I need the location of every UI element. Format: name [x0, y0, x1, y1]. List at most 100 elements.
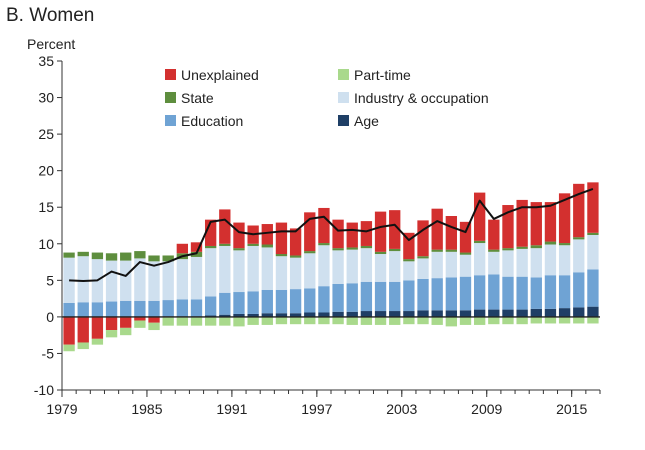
bar-segment-industry-occupation	[530, 248, 542, 278]
bar-segment-part-time	[516, 316, 528, 325]
bar-segment-state	[558, 243, 571, 246]
bar-segment-education	[304, 288, 316, 313]
bar-segment-education	[120, 300, 132, 317]
bar-segment-unexplained	[417, 220, 429, 257]
y-tick-label: 25	[38, 126, 54, 142]
bars	[63, 182, 599, 352]
bar-segment-unexplained	[261, 224, 273, 245]
bar-segment-education	[587, 269, 599, 307]
bar-segment-unexplained	[190, 242, 203, 252]
bar-segment-education	[389, 281, 401, 312]
bar-segment-unexplained	[360, 221, 373, 246]
bar-segment-unexplained	[445, 216, 458, 250]
legend-swatch	[165, 69, 176, 80]
bar-segment-part-time	[502, 316, 514, 325]
bar-segment-unexplained	[473, 192, 486, 241]
bar-segment-industry-occupation	[148, 261, 160, 301]
bar-segment-industry-occupation	[134, 258, 146, 301]
bar-segment-industry-occupation	[573, 239, 585, 273]
axes: -10 -5 0 5 10 15 20 25 30 35 1979 1985 1991 1997 2003 2…	[34, 53, 601, 417]
bar-segment-education	[204, 296, 217, 316]
bar-segment-industry-occupation	[261, 247, 273, 290]
bar-segment-state	[233, 248, 245, 251]
y-axis-unit-label: Percent	[27, 36, 75, 52]
bar-segment-industry-occupation	[374, 254, 387, 282]
x-tick-label: 1985	[131, 401, 162, 417]
bar-segment-unexplained	[176, 243, 189, 254]
legend-swatch	[165, 115, 176, 126]
bar-segment-education	[247, 291, 259, 314]
bar-segment-age	[389, 311, 401, 317]
bar-segment-unexplained	[374, 211, 387, 252]
bar-segment-part-time	[459, 316, 472, 325]
bar-segment-part-time	[332, 316, 344, 325]
bar-segment-unexplained	[587, 182, 599, 233]
legend-swatch	[338, 92, 349, 103]
bar-segment-education	[573, 272, 585, 308]
bar-segment-unexplained	[346, 222, 358, 248]
bar-segment-industry-occupation	[445, 251, 458, 278]
bar-segment-part-time	[544, 316, 557, 324]
bar-segment-state	[148, 255, 160, 262]
bar-segment-education	[261, 289, 273, 314]
bar-segment-part-time	[233, 316, 245, 327]
bar-segment-education	[134, 300, 146, 317]
bar-segment-unexplained	[502, 205, 514, 249]
bar-segment-education	[346, 283, 358, 312]
y-tick-label: 35	[38, 53, 54, 69]
bar-segment-part-time	[374, 316, 387, 325]
x-tick-label: 1997	[301, 401, 332, 417]
bar-segment-unexplained	[219, 209, 231, 244]
x-tick-label: 1979	[46, 401, 77, 417]
bar-segment-unexplained	[318, 207, 330, 244]
bar-segment-education	[502, 276, 514, 310]
bar-segment-education	[148, 300, 160, 317]
bar-segment-age	[261, 313, 273, 317]
bar-segment-industry-occupation	[105, 260, 118, 302]
legend-swatch	[338, 115, 349, 126]
bar-segment-age	[445, 310, 458, 317]
bar-segment-unexplained	[459, 221, 472, 253]
bar-segment-unexplained	[233, 222, 245, 249]
bar-segment-education	[289, 289, 302, 314]
bar-segment-unexplained	[516, 199, 528, 247]
bar-segment-education	[332, 283, 344, 312]
bar-segment-education	[473, 275, 486, 310]
bar-segment-education	[516, 276, 528, 310]
bar-segment-state	[445, 249, 458, 252]
bar-segment-education	[360, 281, 373, 312]
bar-segment-education	[233, 292, 245, 314]
bar-segment-industry-occupation	[204, 248, 217, 297]
bar-segment-age	[360, 311, 373, 317]
legend-label: Education	[181, 113, 243, 129]
bar-segment-part-time	[403, 316, 415, 325]
chart-title: B. Women	[6, 5, 95, 26]
bar-segment-education	[374, 281, 387, 312]
bar-segment-state	[204, 245, 217, 249]
bar-segment-state	[247, 243, 259, 246]
bar-segment-age	[459, 310, 472, 317]
bar-segment-age	[204, 315, 217, 317]
bar-segment-state	[318, 243, 330, 246]
bar-segment-industry-occupation	[247, 245, 259, 292]
bar-segment-education	[431, 278, 443, 311]
bar-segment-state	[289, 255, 302, 258]
bar-segment-state	[304, 251, 316, 254]
bar-segment-state	[275, 254, 288, 257]
bar-segment-part-time	[134, 320, 146, 328]
bar-segment-industry-occupation	[403, 261, 415, 281]
bar-segment-unexplained	[91, 316, 104, 339]
bar-segment-age	[516, 309, 528, 317]
bar-segment-state	[502, 248, 514, 251]
bar-segment-unexplained	[304, 212, 316, 252]
bar-segment-education	[162, 300, 174, 317]
y-tick-label: 0	[46, 309, 54, 325]
bar-segment-state	[261, 244, 273, 248]
bar-segment-age	[275, 313, 288, 317]
bar-segment-part-time	[360, 316, 373, 325]
bar-segment-unexplained	[573, 183, 585, 238]
bar-segment-age	[219, 314, 231, 317]
bar-segment-state	[488, 249, 500, 252]
bar-segment-unexplained	[431, 208, 443, 250]
bar-segment-part-time	[304, 316, 316, 325]
